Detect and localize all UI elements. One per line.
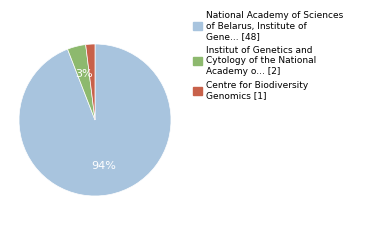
Wedge shape [19,44,171,196]
Text: 94%: 94% [91,161,116,171]
Text: 3%: 3% [75,69,92,79]
Legend: National Academy of Sciences
of Belarus, Institute of
Gene... [48], Institut of : National Academy of Sciences of Belarus,… [191,9,345,102]
Wedge shape [86,44,95,120]
Wedge shape [68,45,95,120]
